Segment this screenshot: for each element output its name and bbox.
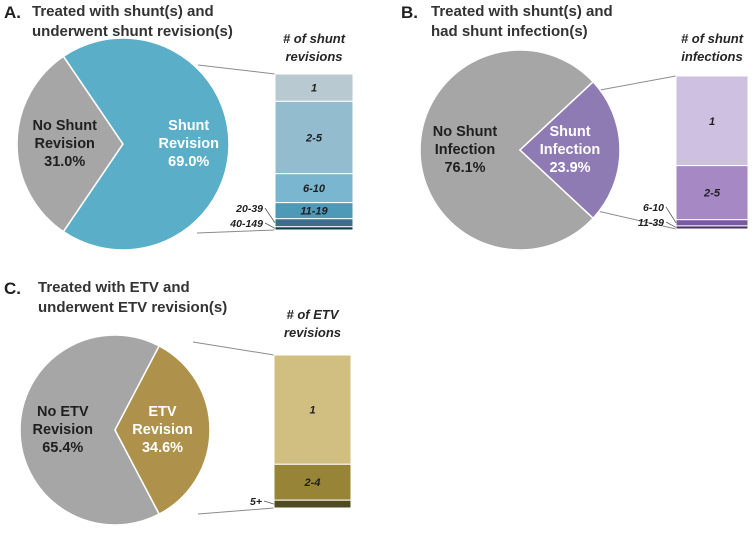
pie-slice-label: Shunt: [168, 118, 209, 134]
pie-slice-percent: 34.6%: [142, 440, 183, 456]
bar-segment: [675, 225, 749, 230]
pie-slice-percent: 69.0%: [168, 154, 209, 170]
breakdown-title-line: # of shunt: [283, 31, 346, 46]
pie-slice-remainder: [419, 49, 595, 251]
pie-slice-label: Revision: [33, 422, 93, 438]
pie-slice-percent: 76.1%: [444, 160, 485, 176]
pie-slice-remainder: [16, 55, 124, 233]
pie-slice-percent: 23.9%: [549, 160, 590, 176]
panel-letter: B.: [401, 3, 418, 22]
bar-segment: [274, 226, 354, 231]
panel-a: A. Treated with shunt(s) and underwent shu…: [4, 3, 354, 251]
panel-title-line: Treated with shunt(s) and: [431, 3, 613, 20]
bar-segment-label: 1: [311, 83, 317, 95]
pie-slice-label: Revision: [34, 136, 94, 152]
pie-slice-highlight: [114, 344, 211, 516]
pie-slice-label: Infection: [435, 142, 495, 158]
pie-slice-highlight: [518, 80, 621, 220]
leader-line: [264, 207, 276, 223]
connector-line: [197, 507, 275, 515]
leader-line: [665, 206, 677, 224]
bar-segment: [274, 218, 354, 228]
pie-slice-label: Revision: [159, 136, 219, 152]
bar-segment-label: 40-149: [229, 218, 263, 230]
connector-line: [599, 75, 677, 91]
bar-segment-label: 1: [309, 405, 315, 417]
panel-title-line: underwent ETV revision(s): [38, 299, 227, 316]
connector-line: [592, 209, 677, 230]
pie-slice-highlight: [62, 37, 230, 251]
pie-slice-label: Revision: [132, 422, 192, 438]
breakdown-title-line: revisions: [285, 49, 342, 64]
bar-segment-label: 5+: [250, 496, 262, 508]
leader-line: [263, 500, 275, 505]
leader-line: [264, 222, 276, 229]
bar-segment: [273, 354, 352, 465]
connector-line: [192, 341, 275, 356]
pie-slice-label: Infection: [540, 142, 600, 158]
breakdown-title-line: # of shunt: [681, 31, 744, 46]
connector-line: [197, 64, 276, 75]
panel-b: B. Treated with shunt(s) and had shunt inf…: [401, 3, 749, 251]
bar-segment: [273, 463, 352, 501]
bar-segment: [274, 73, 354, 102]
bar-segment: [675, 165, 749, 221]
pie-slice-percent: 65.4%: [42, 440, 83, 456]
pie-slice-percent: 31.0%: [44, 154, 85, 170]
bar-segment: [274, 100, 354, 175]
panel-title-line: had shunt infection(s): [431, 23, 588, 40]
pie-slice-label: Shunt: [549, 124, 590, 140]
pie-slice-label: No ETV: [37, 404, 89, 420]
pie-slice-remainder: [19, 334, 161, 526]
bar-segment: [675, 219, 749, 227]
panel-c: C. Treated with ETV and underwent ETV revi…: [4, 279, 352, 526]
bar-segment-label: 20-39: [235, 203, 263, 215]
pie-slice-label: No Shunt: [433, 124, 498, 140]
panel-title-line: underwent shunt revision(s): [32, 23, 233, 40]
bar-segment: [273, 499, 352, 509]
breakdown-title-line: # of ETV: [286, 307, 339, 322]
breakdown-title-line: revisions: [284, 325, 341, 340]
panel-letter: C.: [4, 279, 21, 298]
bar-segment-label: 1: [709, 116, 715, 128]
connector-line: [196, 229, 276, 234]
bar-segment-label: 2-5: [703, 188, 721, 200]
leader-line: [665, 221, 677, 228]
bar-segment-label: 11-39: [638, 217, 664, 229]
panel-letter: A.: [4, 3, 21, 22]
pie-slice-label: No Shunt: [32, 118, 97, 134]
breakdown-title-line: infections: [681, 49, 742, 64]
bar-segment-label: 2-5: [305, 133, 323, 145]
bar-segment-label: 11-19: [300, 206, 328, 218]
bar-segment-label: 6-10: [303, 183, 326, 195]
pie-slice-label: ETV: [148, 404, 177, 420]
panel-title-line: Treated with ETV and: [38, 279, 190, 296]
bar-segment-label: 2-4: [304, 477, 321, 489]
bar-segment-label: 6-10: [643, 202, 664, 214]
panel-title-line: Treated with shunt(s) and: [32, 3, 214, 20]
